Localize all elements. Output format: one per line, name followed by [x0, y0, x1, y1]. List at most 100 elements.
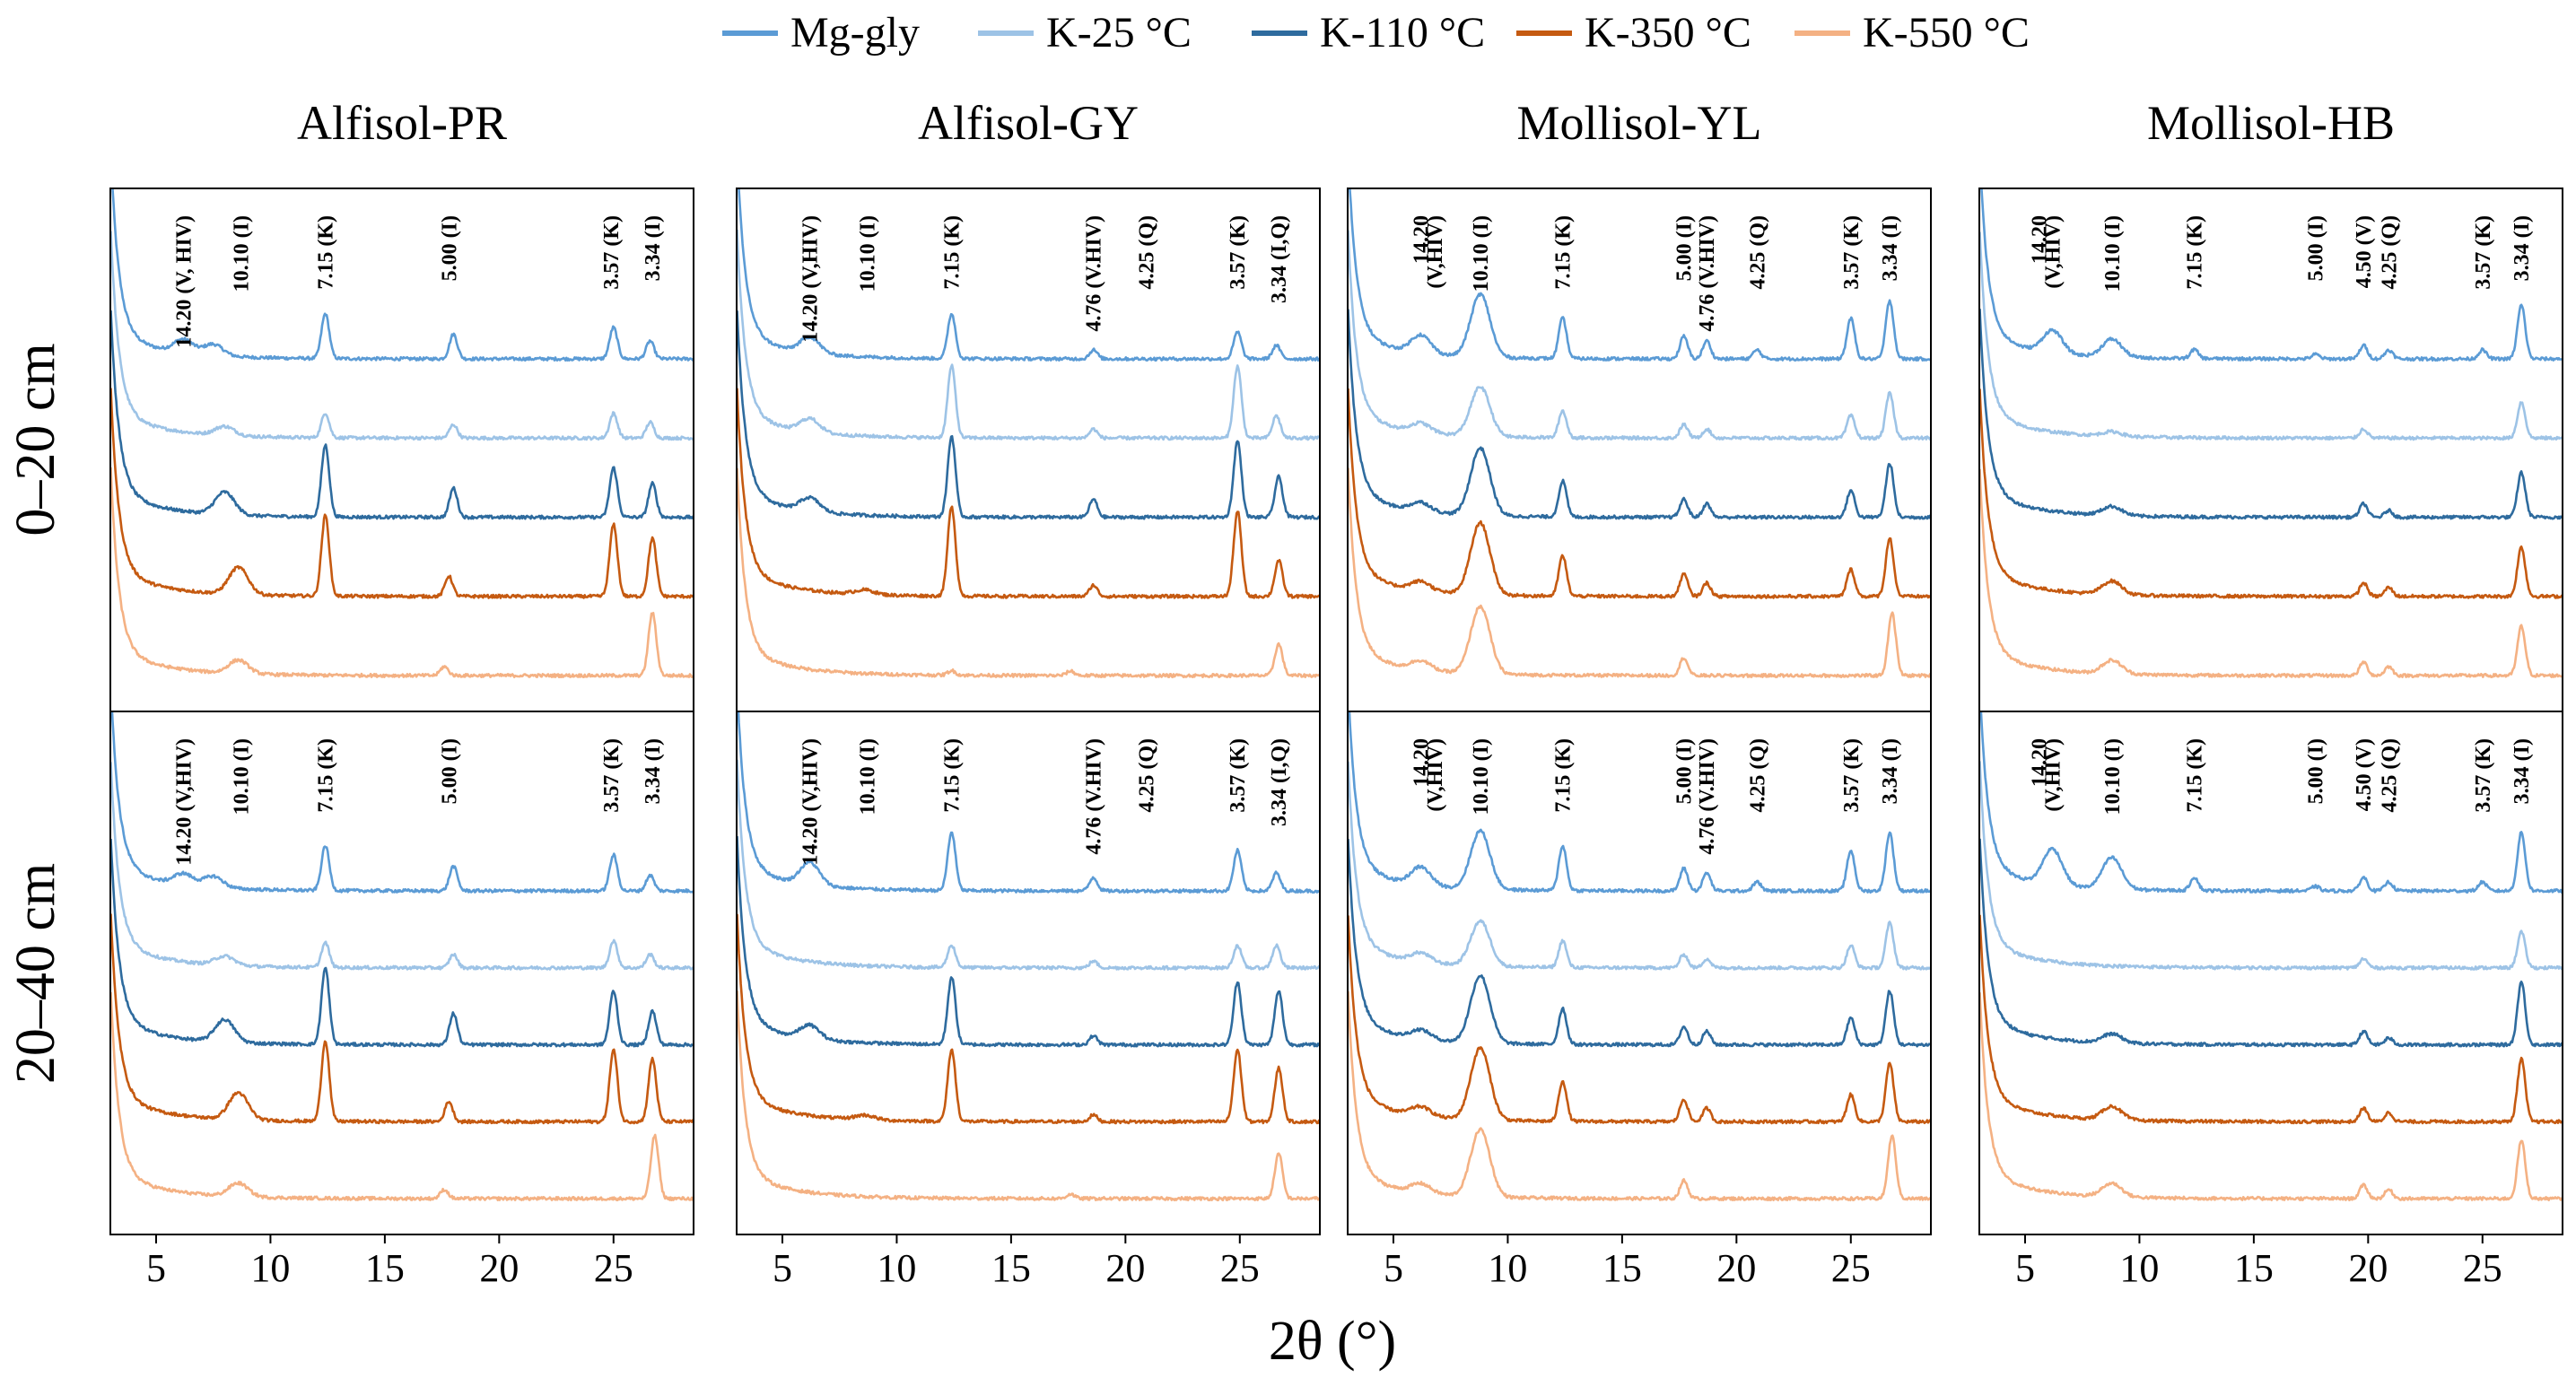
peak-annotations: 14.20(V,HIV) 10.10 (I) 7.15 (K) 5.00 (I) 4.5… — [2028, 215, 2534, 292]
x-tick-label: 20 — [479, 1246, 519, 1290]
peak-label: 4.76 (V.HIV) — [1083, 738, 1106, 855]
x-tick-label: 5 — [2015, 1246, 2035, 1290]
panel: 14.20(V,HIV) 10.10 (I) 7.15 (K) 5.00 (I) 4.5… — [1978, 188, 2563, 712]
peak-label: 3.57 (K) — [600, 215, 624, 290]
peak-label: 10.10 (I) — [2101, 738, 2125, 815]
x-tick-label: 10 — [2119, 1246, 2159, 1290]
traces — [110, 188, 694, 678]
peak-label: 4.25 (Q) — [2378, 215, 2401, 290]
peak-label: 14.20 (V,HIV) — [799, 215, 823, 343]
peak-label: 7.15 (K) — [1552, 738, 1576, 813]
peak-annotations: 14.20 (V,HIV) 10.10 (I) 7.15 (K) 4.76 (V.HI… — [799, 738, 1292, 866]
peak-label: 3.34 (I) — [1879, 738, 1902, 804]
series-line — [1979, 231, 2563, 441]
series-line — [737, 913, 1320, 1125]
panel-title: Alfisol-GY — [918, 96, 1139, 150]
legend-item: K-110 °C — [1252, 9, 1485, 57]
x-tick-label: 20 — [1716, 1246, 1756, 1290]
peak-label: 10.10 (I) — [856, 738, 879, 815]
peak-label: 5.00 (I) — [1673, 215, 1697, 281]
peak-label: 4.25 (Q) — [1746, 215, 1769, 290]
peak-label: 14.20 — [1410, 215, 1434, 264]
peak-label: 14.20 (V,HIV) — [799, 738, 823, 866]
peak-label: 7.15 (K) — [941, 738, 965, 813]
series-line — [110, 467, 694, 678]
series-line — [1979, 838, 2563, 1048]
peak-label: 10.10 (I) — [230, 215, 253, 292]
peak-label: 4.76 (V.HIV) — [1696, 215, 1719, 332]
series-line — [737, 467, 1320, 678]
panel: 14.20 (V,HIV) 10.10 (I) 7.15 (K) 4.76 (V.HI… — [736, 188, 1321, 712]
peak-label: 3.34 (I,Q) — [1268, 738, 1291, 826]
panel: 14.20 (V,HIV) 10.10 (I) 7.15 (K) 5.00 (I) 3.… — [109, 711, 694, 1290]
legend-label: K-350 °C — [1585, 9, 1751, 57]
peak-label: 4.50 (V) — [2353, 738, 2376, 811]
series-line — [111, 188, 694, 362]
series-line — [737, 229, 1320, 441]
peak-label: 3.57 (K) — [2472, 738, 2495, 813]
peak-label: 10.10 (I) — [2101, 215, 2125, 292]
peak-label: 3.34 (I) — [642, 738, 665, 804]
peak-label: 10.10 (I) — [1470, 738, 1493, 815]
peak-annotations: 14.20 (V,HIV) 10.10 (I) 7.15 (K) 5.00 (I) 3.… — [173, 738, 665, 866]
x-tick-label: 5 — [1384, 1246, 1403, 1290]
peak-label: 4.76 (V.HIV) — [1696, 738, 1719, 855]
x-tick-label: 10 — [250, 1246, 290, 1290]
series-line — [737, 759, 1320, 971]
x-tick-label: 20 — [1105, 1246, 1145, 1290]
peak-label: 7.15 (K) — [1552, 215, 1576, 290]
peak-label: 14.20 (V, HIV) — [173, 215, 196, 348]
series-line — [1348, 388, 1931, 599]
traces — [737, 711, 1320, 1201]
panel-titles: Alfisol-PR Alfisol-GY Mollisol-YL Mollisol-… — [297, 96, 2395, 150]
peak-label: 3.57 (K) — [2472, 215, 2495, 290]
panel-frame — [109, 711, 694, 1235]
panel-title: Mollisol-YL — [1516, 96, 1761, 150]
series-line — [1349, 188, 1931, 362]
series-line — [1979, 711, 2563, 894]
series-line — [1348, 309, 1931, 520]
peak-label: 3.34 (I) — [642, 215, 665, 281]
x-tick-label: 15 — [365, 1246, 405, 1290]
peak-label: (V,HIV) — [1424, 215, 1447, 289]
peak-label: 7.15 (K) — [2184, 738, 2207, 813]
series-line — [1979, 914, 2563, 1125]
series-line — [110, 991, 694, 1201]
x-tick-label: 10 — [1488, 1246, 1527, 1290]
peak-label: 4.25 (Q) — [1135, 215, 1158, 290]
peak-label: 4.25 (Q) — [1746, 738, 1769, 813]
x-axis-label: 2θ (°) — [1269, 1311, 1396, 1372]
row-label-bottom: 20–40 cm — [5, 863, 66, 1084]
panel-frame — [736, 711, 1321, 1235]
peak-label: 7.15 (K) — [2184, 215, 2207, 290]
traces — [1348, 711, 1931, 1201]
peak-label: 14.20 — [2028, 215, 2051, 264]
peak-label: 4.76 (V.HIV) — [1083, 215, 1106, 332]
series-line — [1348, 761, 1931, 971]
legend-item: Mg-gly — [722, 9, 920, 57]
peak-label: 10.10 (I) — [1470, 215, 1493, 292]
panel: 14.20(V,HIV) 10.10 (I) 7.15 (K) 5.00 (I) 4.7… — [1347, 188, 1932, 712]
legend-label: K-550 °C — [1863, 9, 2030, 57]
series-line — [1348, 230, 1931, 441]
panel: 14.20 (V,HIV) 10.10 (I) 7.15 (K) 4.76 (V.HI… — [736, 711, 1321, 1290]
panel-frame — [1978, 711, 2563, 1235]
peak-label: 3.34 (I) — [2511, 738, 2534, 804]
series-line — [110, 913, 694, 1125]
x-tick-label: 15 — [1602, 1246, 1642, 1290]
x-tick-label: 25 — [1220, 1246, 1260, 1290]
peak-annotations: 14.20(V,HIV) 10.10 (I) 7.15 (K) 5.00 (I) 4.7… — [1410, 738, 1903, 855]
series-line — [737, 836, 1320, 1048]
panel: 14.20(V,HIV) 10.10 (I) 7.15 (K) 5.00 (I) 4.5… — [1978, 711, 2563, 1290]
peak-label: (V,HIV) — [2042, 215, 2065, 289]
peak-annotations: 14.20 (V, HIV) 10.10 (I) 7.15 (K) 5.00 (I) 3… — [173, 215, 665, 348]
x-axis: 5 10 15 20 25 — [1384, 1234, 1871, 1290]
peak-label: 3.57 (K) — [600, 738, 624, 813]
peak-label: 5.00 (I) — [1673, 738, 1697, 804]
x-tick-label: 25 — [594, 1246, 633, 1290]
peak-label: 3.57 (K) — [1840, 738, 1864, 813]
peak-label: 4.25 (Q) — [2378, 738, 2401, 813]
series-line — [737, 310, 1320, 520]
panels: 14.20 (V, HIV) 10.10 (I) 7.15 (K) 5.00 (I) 3… — [109, 188, 2563, 1290]
